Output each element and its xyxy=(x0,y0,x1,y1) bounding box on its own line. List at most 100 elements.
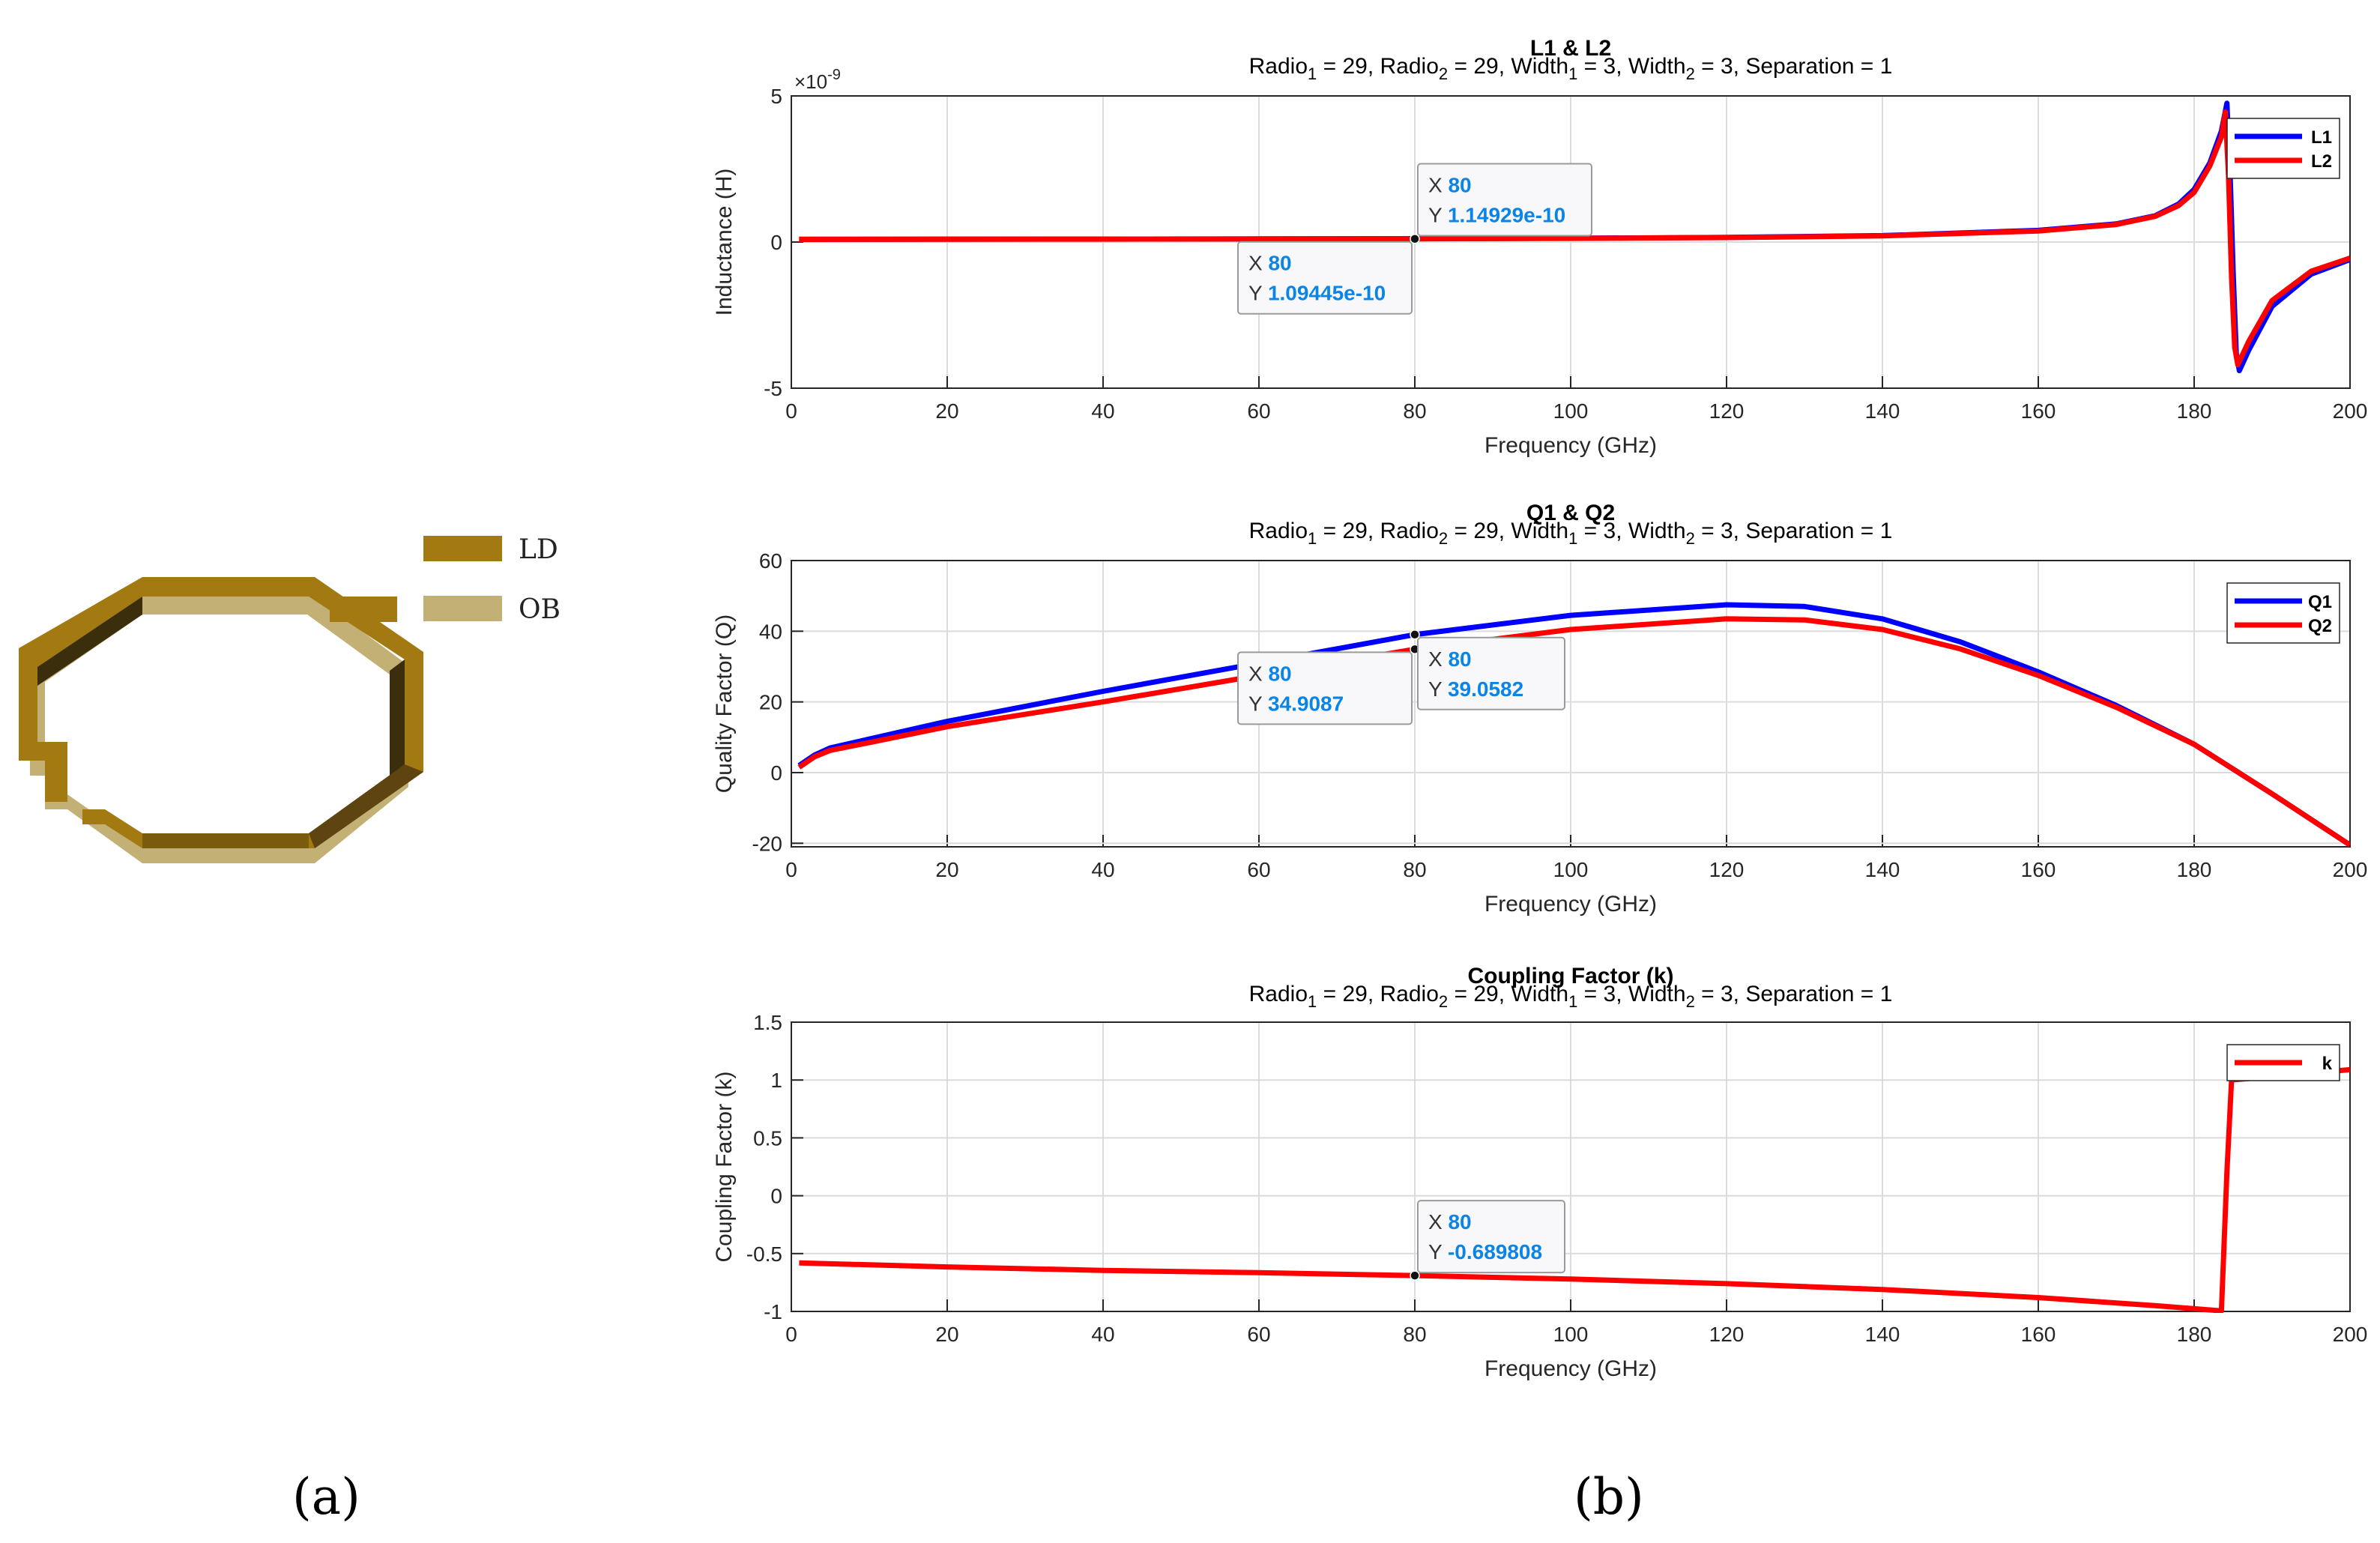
subtitle-part: = 29, xyxy=(1448,54,1511,79)
subtitle-subscript: 1 xyxy=(1308,529,1317,548)
chart-title: L1 & L2 xyxy=(1530,36,1611,61)
datatip-x-row: X 80 xyxy=(1248,252,1292,275)
subtitle-part: = 3, xyxy=(1577,54,1628,79)
y-tick-label: 40 xyxy=(759,620,782,643)
subtitle-part: Width xyxy=(1511,519,1568,543)
x-tick-label: 200 xyxy=(2333,858,2368,881)
datatip-x-value: 80 xyxy=(1448,1210,1471,1234)
axes-frame xyxy=(791,95,2351,389)
x-tick-label: 40 xyxy=(1091,858,1114,881)
y-tick-label: 0.5 xyxy=(753,1126,782,1150)
datatip-y-row: Y 1.14929e-10 xyxy=(1428,204,1565,227)
coil-legend-ld-swatch xyxy=(423,536,502,561)
y-tick-label: -0.5 xyxy=(746,1242,782,1266)
coil-side-face-right xyxy=(390,659,405,776)
datatip-x-row: X 80 xyxy=(1428,647,1472,671)
datatip-y-label: Y xyxy=(1428,1240,1448,1263)
x-axis-label: Frequency (GHz) xyxy=(1485,433,1657,458)
subtitle-part: = 3, Separation = 1 xyxy=(1695,982,1893,1006)
y-tick-label: 0 xyxy=(770,761,782,785)
legend-label-l2: L2 xyxy=(2311,151,2332,172)
x-tick-label: 20 xyxy=(935,399,958,423)
subtitle-part: = 29, xyxy=(1317,519,1380,543)
coil-side-face-left xyxy=(37,597,142,686)
subtitle-subscript: 2 xyxy=(1686,992,1695,1011)
y-axis-label: Quality Factor (Q) xyxy=(712,615,737,793)
datatip-box xyxy=(1237,241,1413,315)
datatip-box xyxy=(1417,1200,1565,1274)
coil-front-face-right xyxy=(309,764,423,848)
coil-illustration: LD OB xyxy=(19,534,561,863)
subtitle-part: = 3, Separation = 1 xyxy=(1695,54,1893,79)
x-tick-label: 100 xyxy=(1553,399,1589,423)
datatip-x-label: X xyxy=(1248,662,1268,685)
x-tick-label: 0 xyxy=(785,1323,797,1346)
x-tick-label: 80 xyxy=(1403,1323,1426,1346)
subtitle-subscript: 1 xyxy=(1308,992,1317,1011)
subtitle-subscript: 2 xyxy=(1439,992,1448,1011)
chart-subtitle: Radio1 = 29, Radio2 = 29, Width1 = 3, Wi… xyxy=(1249,54,1893,83)
datatip-y-value: 1.09445e-10 xyxy=(1268,282,1386,305)
datatip-box xyxy=(1417,636,1565,710)
x-tick-label: 0 xyxy=(785,858,797,881)
datatip-y-value: -0.689808 xyxy=(1448,1240,1542,1263)
datatip-y-row: Y 1.09445e-10 xyxy=(1248,282,1386,305)
y-exponent-label: ×10-9 xyxy=(794,67,841,93)
datatip-marker xyxy=(1410,233,1420,244)
subtitle-subscript: 2 xyxy=(1439,529,1448,548)
subtitle-part: Width xyxy=(1628,982,1686,1006)
datatip-box xyxy=(1417,163,1592,237)
subtitle-part: Radio xyxy=(1249,519,1308,543)
x-tick-label: 180 xyxy=(2177,399,2212,423)
x-tick-label: 0 xyxy=(785,399,797,423)
subtitle-part: = 29, xyxy=(1317,54,1380,79)
x-tick-label: 20 xyxy=(935,1323,958,1346)
datatip-x-value: 80 xyxy=(1268,252,1291,275)
y-tick-label: -1 xyxy=(764,1300,782,1323)
datatip-y-label: Y xyxy=(1248,282,1268,305)
x-tick-label: 60 xyxy=(1247,399,1270,423)
datatip-x-value: 80 xyxy=(1268,662,1291,685)
series-line-q2 xyxy=(797,616,2350,848)
x-tick-label: 60 xyxy=(1247,858,1270,881)
datatip-y-value: 1.14929e-10 xyxy=(1448,204,1565,227)
datatip-y-label: Y xyxy=(1428,677,1448,701)
subtitle-part: Width xyxy=(1511,982,1568,1006)
coil-legend-ld-label: LD xyxy=(519,534,558,565)
x-tick-label: 100 xyxy=(1553,858,1589,881)
y-tick-label: 0 xyxy=(770,231,782,254)
subtitle-part: Radio xyxy=(1249,54,1308,79)
x-axis-label: Frequency (GHz) xyxy=(1485,1356,1657,1381)
datatip-x-label: X xyxy=(1428,647,1448,671)
y-tick-label: 1 xyxy=(770,1069,782,1092)
datatip-x-row: X 80 xyxy=(1428,1210,1472,1234)
subtitle-part: = 3, xyxy=(1577,982,1628,1006)
chart-title: Q1 & Q2 xyxy=(1526,501,1615,525)
datatip-x-row: X 80 xyxy=(1248,662,1292,685)
subtitle-part: Radio xyxy=(1380,54,1439,79)
x-tick-label: 100 xyxy=(1553,1323,1589,1346)
x-tick-label: 60 xyxy=(1247,1323,1270,1346)
coil-legend-ob-swatch xyxy=(423,596,502,621)
y-tick-label: 0 xyxy=(770,1185,782,1208)
subtitle-part: = 3, Separation = 1 xyxy=(1695,519,1893,543)
subtitle-subscript: 2 xyxy=(1686,64,1695,83)
coil-lead-right xyxy=(330,597,397,622)
exponent-power: -9 xyxy=(827,67,841,83)
datatip: X 80Y 34.9087 xyxy=(1237,644,1420,725)
x-tick-label: 140 xyxy=(1865,858,1900,881)
y-axis-label: Coupling Factor (k) xyxy=(712,1071,737,1262)
datatip-x-label: X xyxy=(1428,1210,1448,1234)
x-tick-label: 160 xyxy=(2021,1323,2056,1346)
y-tick-label: 60 xyxy=(759,549,782,573)
subtitle-part: = 29, xyxy=(1448,519,1511,543)
x-tick-label: 80 xyxy=(1403,399,1426,423)
datatip: X 80 Y 1.09445e-10 xyxy=(1237,233,1420,315)
y-tick-label: 1.5 xyxy=(753,1011,782,1034)
coil-lead-left xyxy=(19,742,67,802)
datatip-y-value: 34.9087 xyxy=(1268,692,1344,715)
subtitle-part: = 29, xyxy=(1317,982,1380,1006)
datatip-x-label: X xyxy=(1428,174,1448,197)
subtitle-subscript: 1 xyxy=(1568,992,1577,1011)
exponent-base: ×10 xyxy=(794,70,827,93)
